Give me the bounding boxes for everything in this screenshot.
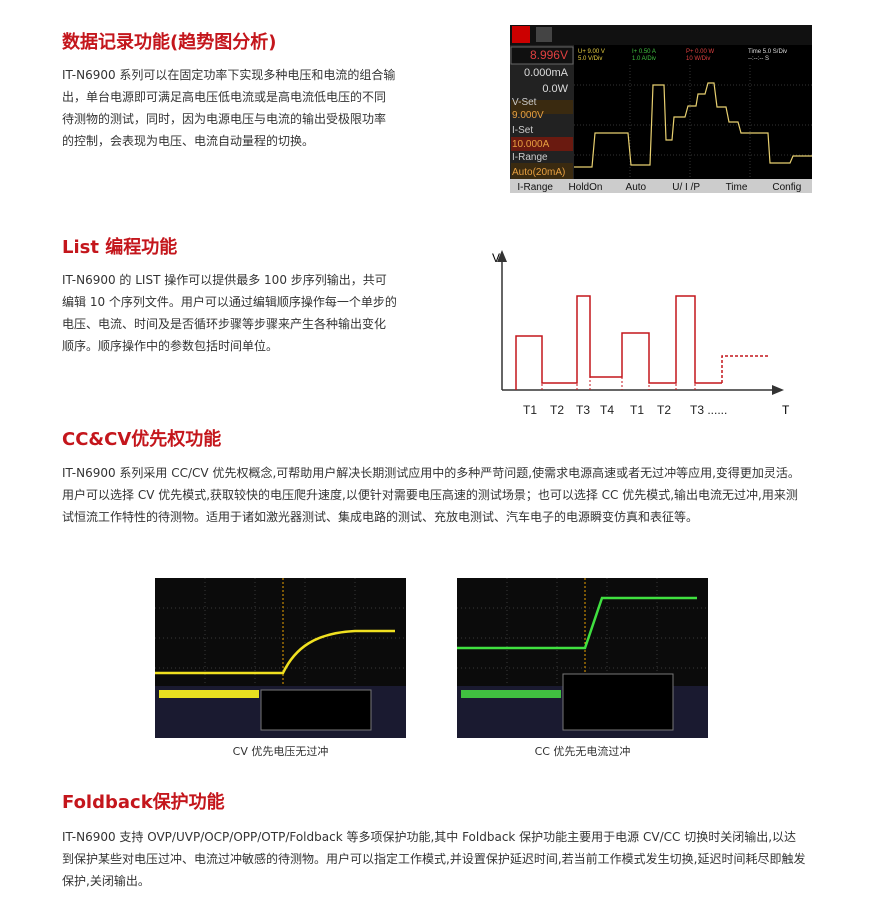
list-diagram: V T T1 T2 T3 T4 T1 T2 T3 ...... xyxy=(492,250,790,417)
softkey: HoldOn xyxy=(569,182,603,193)
time-label: T3 xyxy=(576,403,590,417)
channel-info: Time 5.0 S/Div xyxy=(748,49,787,55)
time-label: T2 xyxy=(550,403,564,417)
time-label: T3 ...... xyxy=(690,403,727,417)
reading: Auto(20mA) xyxy=(512,167,565,178)
reading: V-Set xyxy=(512,97,537,108)
reading: I-Set xyxy=(512,125,533,136)
reading: 8.996V xyxy=(530,48,568,62)
caption: CV 优先电压无过冲 xyxy=(232,745,329,758)
channel-info: I+ 0.50 A xyxy=(632,49,656,55)
channel-info: --:--:-- S xyxy=(748,56,769,62)
channel-info: P+ 0.00 W xyxy=(686,49,715,55)
section-text: IT-N6900 系列可以在固定功率下实现多种电压和电流的组合输出，单台电源即可… xyxy=(62,68,396,148)
axis-label: V xyxy=(492,251,500,265)
time-label: T2 xyxy=(657,403,671,417)
time-label: T1 xyxy=(523,403,537,417)
softkey: Auto xyxy=(626,182,647,193)
reading: I-Range xyxy=(512,152,548,163)
scope-cv xyxy=(155,578,406,738)
channel-info: 1.0 A/Div xyxy=(632,56,656,62)
caption: CC 优先无电流过冲 xyxy=(534,745,631,758)
channel-info: 10 W/Div xyxy=(686,56,710,62)
reading: 10.000A xyxy=(512,139,550,150)
section-text: IT-N6900 支持 OVP/UVP/OCP/OPP/OTP/Foldback… xyxy=(62,830,806,888)
section-title: CC&CV优先权功能 xyxy=(62,429,222,450)
section-text: IT-N6900 的 LIST 操作可以提供最多 100 步序列输出，共可编辑 … xyxy=(62,273,397,353)
axis-label: T xyxy=(782,403,790,417)
softkey: Config xyxy=(772,182,801,193)
softkey: Time xyxy=(726,182,748,193)
reading: 0.0W xyxy=(542,83,568,95)
channel-info: U+ 9.00 V xyxy=(578,49,605,55)
reading: 9.000V xyxy=(512,110,544,121)
time-label: T4 xyxy=(600,403,614,417)
section-title: List 编程功能 xyxy=(62,237,178,258)
instrument-screen: 8.996V 0.000mA 0.0W V-Set 9.000V I-Set 10.000A… xyxy=(510,25,812,193)
softkey: U/ I /P xyxy=(672,182,700,193)
scope-cc xyxy=(457,578,708,738)
section-text: IT-N6900 系列采用 CC/CV 优先权概念,可帮助用户解决长期测试应用中… xyxy=(62,466,800,524)
section-title: Foldback保护功能 xyxy=(62,792,225,813)
channel-info: 5.0 V/Div xyxy=(578,56,602,62)
reading: 0.000mA xyxy=(524,67,569,79)
section-title: 数据记录功能(趋势图分析) xyxy=(62,32,277,53)
softkey: I-Range xyxy=(517,182,553,193)
time-label: T1 xyxy=(630,403,644,417)
